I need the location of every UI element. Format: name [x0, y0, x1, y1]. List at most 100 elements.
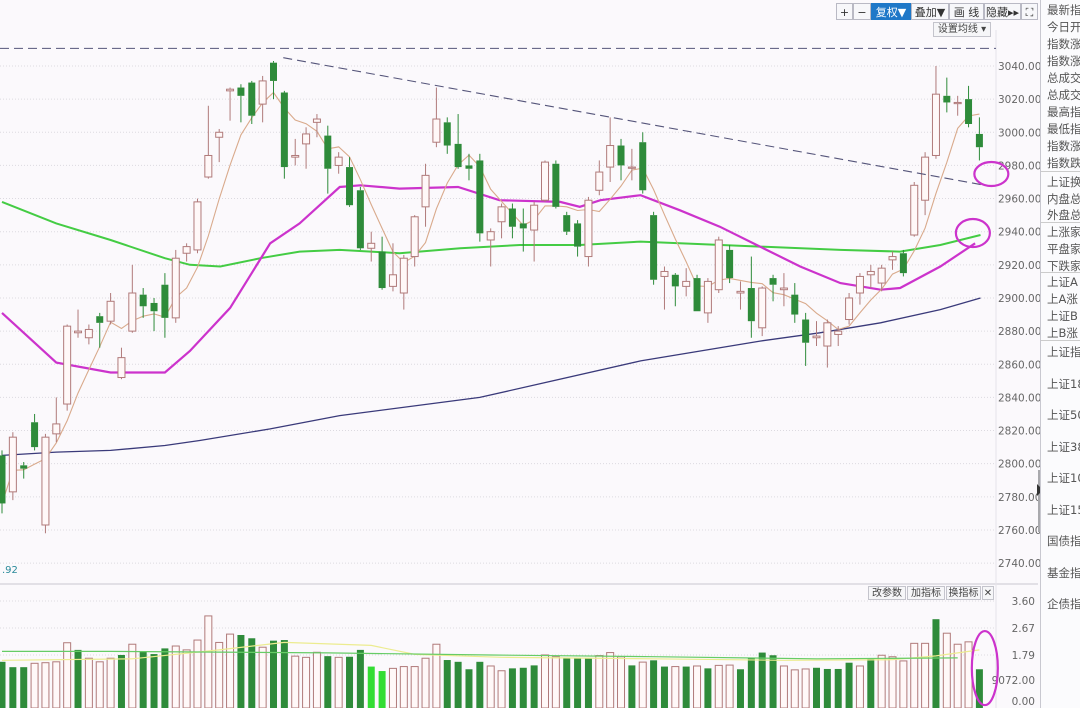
candle: [193, 198, 202, 254]
volume-bar: [638, 661, 647, 708]
quote-field-label: 上证B: [1047, 309, 1078, 323]
candle: [910, 181, 919, 237]
quote-field-label: 最低指: [1047, 122, 1080, 136]
add-indicator-button[interactable]: 加指标: [907, 586, 945, 600]
candle: [291, 138, 300, 166]
volume-bar: [139, 651, 147, 708]
volume-tick-label: 9072.00: [992, 675, 1035, 687]
volume-bar: [725, 664, 734, 708]
price-tick-label: 2920.00: [998, 260, 1041, 272]
volume-bar: [975, 669, 983, 708]
draw-line-button[interactable]: 画 线: [949, 3, 984, 20]
candle-body: [747, 288, 755, 322]
candle-body: [193, 201, 202, 251]
candle-body: [574, 223, 582, 247]
hide-button[interactable]: 隐藏▸▸: [984, 3, 1021, 20]
zoom-out-button[interactable]: −: [853, 3, 871, 20]
volume-tick-label: 3.60: [1012, 596, 1035, 608]
volume-bar: [454, 661, 462, 708]
volume-bar: [20, 667, 28, 708]
volume-bar: [465, 669, 473, 708]
change-params-button[interactable]: 改参数: [868, 586, 906, 600]
volume-bar: [291, 655, 300, 708]
quote-field-label: 今日开: [1047, 20, 1080, 34]
volume-bar: [346, 656, 354, 708]
candle-body: [519, 223, 527, 229]
candle-body: [410, 216, 419, 258]
candle: [693, 274, 701, 312]
volume-bar: [432, 643, 441, 708]
fullscreen-icon[interactable]: ⛶: [1021, 3, 1038, 20]
candle: [931, 66, 940, 159]
quote-field-label[interactable]: 上证18: [1047, 376, 1080, 391]
volume-tick-label: 0.00: [1012, 696, 1035, 708]
volume-bar: [258, 646, 267, 708]
moving-averages: [1, 91, 981, 504]
volume-bar: [704, 668, 712, 708]
candle: [280, 90, 288, 179]
quote-field-label: 内盘总: [1047, 191, 1080, 206]
quote-field-label[interactable]: 上证15: [1047, 502, 1080, 517]
price-tick-label: 2960.00: [998, 194, 1041, 206]
candle-body: [595, 171, 604, 191]
candle-body: [96, 316, 104, 323]
candle: [802, 312, 810, 366]
volume-bar: [106, 657, 115, 708]
volume-bar: [953, 643, 962, 708]
candle-body: [866, 270, 875, 276]
quote-field-label[interactable]: 上证10: [1047, 471, 1080, 485]
candle: [888, 251, 897, 270]
candle: [388, 243, 397, 292]
candle: [215, 128, 224, 163]
volume-bar: [910, 642, 919, 708]
candle: [161, 273, 169, 338]
candle-body: [693, 278, 701, 312]
candle-body: [443, 122, 451, 146]
quote-field-label[interactable]: 企债指: [1047, 597, 1080, 611]
candle: [248, 80, 256, 124]
quote-field-label[interactable]: 上证指: [1047, 345, 1080, 359]
quote-field-label[interactable]: 国债指: [1047, 534, 1080, 548]
volume-tick-label: 1.79: [1012, 650, 1035, 662]
volume-bar: [899, 660, 908, 708]
set-ma-dropdown[interactable]: 设置均线 ▾: [933, 22, 991, 37]
left-value-label: .92: [2, 565, 18, 576]
quote-field-label[interactable]: 上证38: [1047, 439, 1080, 454]
overlay-button[interactable]: 叠加▼: [911, 3, 949, 20]
volume-bar: [736, 669, 744, 708]
quote-field-label[interactable]: 基金指: [1047, 565, 1080, 580]
candle-body: [84, 328, 93, 339]
candle-body: [399, 257, 408, 294]
price-tick-label: 2840.00: [998, 392, 1041, 404]
candle: [660, 266, 669, 310]
candle: [128, 264, 137, 333]
candle-body: [671, 274, 679, 287]
candle: [465, 153, 473, 181]
candle-body: [497, 206, 506, 223]
volume-bar: [595, 655, 604, 708]
candle: [74, 309, 83, 338]
zoom-in-button[interactable]: +: [836, 3, 853, 20]
candle: [736, 281, 745, 310]
volume-highlight-circle: [970, 629, 999, 707]
close-indicator-icon[interactable]: ✕: [982, 586, 994, 600]
candle-body: [117, 357, 126, 379]
volume-bar: [84, 657, 93, 708]
quote-field-label: 指数跌: [1047, 156, 1080, 170]
candle-body: [378, 251, 386, 289]
volume-bar: [117, 654, 125, 708]
volume-bar: [270, 640, 277, 708]
volume-bar: [942, 632, 951, 708]
adjust-rights-button[interactable]: 复权▼: [871, 3, 911, 20]
highlight-circle: [954, 217, 991, 249]
candle: [270, 61, 277, 100]
quote-field-label[interactable]: 上证50: [1047, 408, 1080, 422]
candle-body: [953, 101, 962, 105]
candle-body: [106, 300, 115, 322]
candle: [237, 84, 245, 123]
switch-indicator-button[interactable]: 换指标: [946, 586, 981, 600]
candle-body: [237, 87, 245, 96]
volume-bar: [682, 666, 690, 708]
candle: [855, 273, 864, 305]
